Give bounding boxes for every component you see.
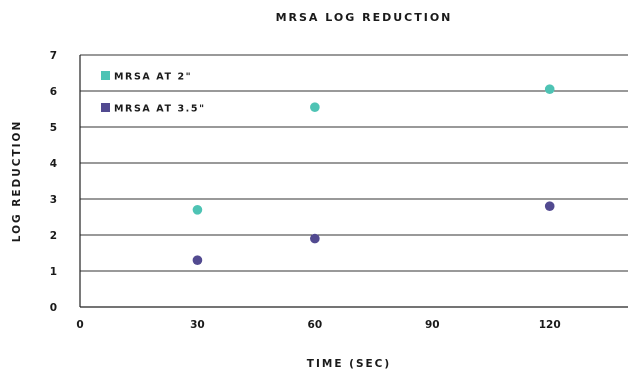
x-tick-label: 60 [308, 319, 323, 331]
data-point-series-2 [544, 201, 555, 211]
x-tick-label: 0 [76, 319, 83, 331]
data-points [192, 84, 555, 265]
data-point-series-1 [192, 205, 203, 215]
data-point-series-1 [544, 84, 555, 94]
y-axis-label: LOG REDUCTION [11, 120, 23, 243]
y-tick-label: 4 [50, 158, 57, 170]
data-point-series-1 [310, 102, 320, 112]
x-axis-label: TIME (SEC) [307, 358, 391, 370]
data-point-series-2 [310, 233, 320, 244]
x-tick-label: 120 [539, 319, 561, 331]
legend: MRSA AT 2" MRSA AT 3.5" [101, 71, 206, 115]
y-tick-label: 3 [50, 194, 57, 206]
legend-swatch [101, 103, 110, 112]
data-point-series-2 [192, 255, 203, 265]
y-tick-label: 1 [50, 266, 57, 278]
chart-title: MRSA LOG REDUCTION [276, 11, 453, 24]
x-tick-label: 90 [425, 319, 440, 331]
y-tick-label: 5 [50, 122, 57, 134]
y-tick-label: 0 [50, 302, 57, 314]
y-tick-label: 2 [50, 230, 57, 242]
tick-labels: 0 1 2 3 4 5 6 7 0 30 60 90 120 [50, 50, 561, 331]
gridlines [79, 54, 628, 308]
y-tick-label: 7 [50, 50, 57, 62]
legend-swatch [101, 71, 110, 80]
legend-label: MRSA AT 2" [114, 72, 192, 83]
legend-label: MRSA AT 3.5" [114, 104, 206, 115]
y-tick-label: 6 [50, 86, 57, 98]
x-tick-label: 30 [190, 319, 205, 331]
